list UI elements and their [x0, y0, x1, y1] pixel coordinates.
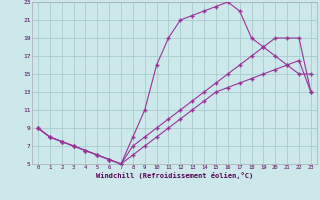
X-axis label: Windchill (Refroidissement éolien,°C): Windchill (Refroidissement éolien,°C) — [96, 172, 253, 179]
